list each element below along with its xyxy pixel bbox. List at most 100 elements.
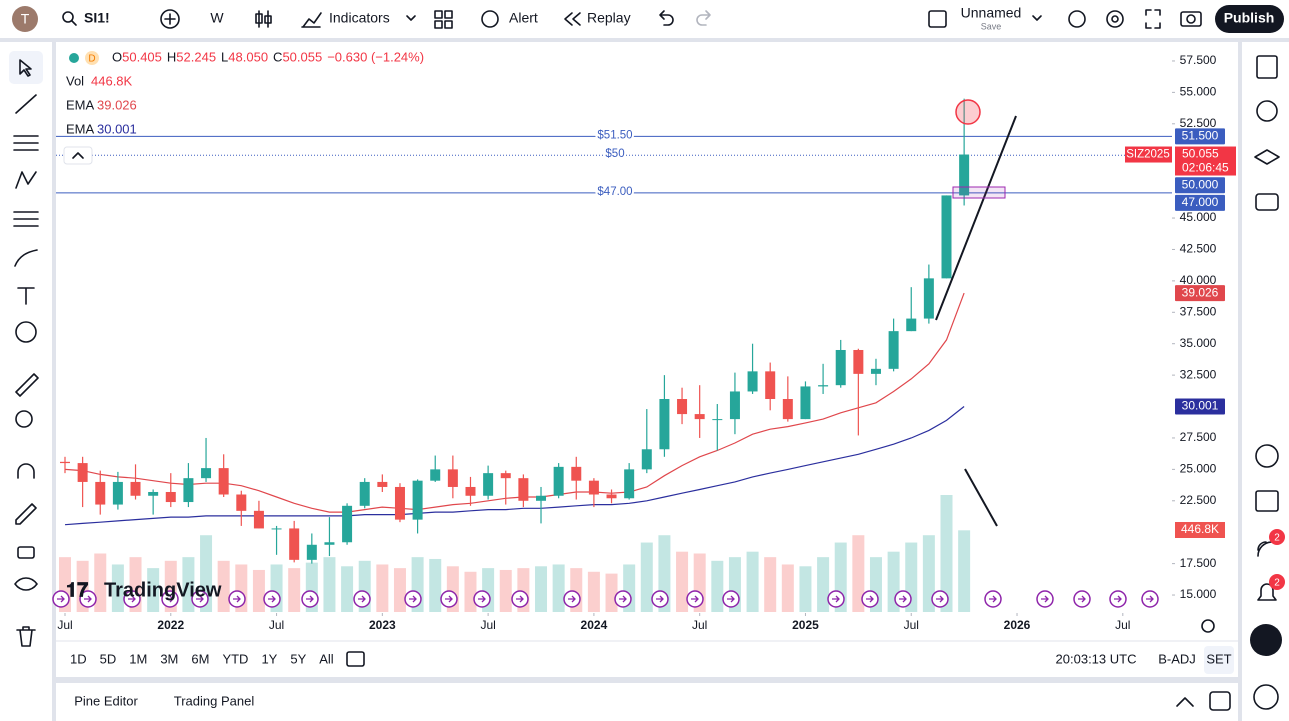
save-status: Save	[981, 21, 1002, 31]
text-tool[interactable]	[17, 287, 35, 305]
chevron[interactable]	[406, 15, 416, 21]
range-button[interactable]: 3M	[160, 651, 178, 666]
volume-bar	[781, 564, 794, 612]
event-icon	[306, 595, 314, 603]
signals-button[interactable]	[1255, 444, 1279, 468]
bottom-tab[interactable]: Trading Panel	[174, 693, 255, 708]
drawn-trendline[interactable]	[964, 468, 998, 527]
legend-ema: EMA	[66, 121, 95, 136]
countdown: 02:06:45	[1182, 161, 1229, 175]
drawn-circle[interactable]	[955, 99, 981, 125]
delete-tool[interactable]	[16, 626, 36, 647]
legend: O 50.405 H 52.245 L 48.050 C 50.055 −0.630 (−1.2…	[66, 49, 424, 136]
layers-button[interactable]	[1254, 149, 1280, 165]
y-tick-label: 25.000	[1180, 462, 1217, 476]
range-button[interactable]: YTD	[222, 651, 248, 666]
indicators-button[interactable]: Indicators	[329, 10, 390, 26]
candle-body	[447, 469, 458, 487]
alerts-button[interactable]	[1256, 100, 1278, 122]
lock-tool[interactable]	[17, 546, 35, 559]
range-button[interactable]: 1Y	[261, 651, 277, 666]
avatar[interactable]	[12, 6, 38, 32]
alert-button[interactable]: Alert	[509, 10, 538, 26]
magnet-tool[interactable]	[17, 463, 35, 479]
interval[interactable]: W	[210, 10, 224, 26]
y-tick-label: 55.000	[1180, 85, 1217, 99]
apps-button[interactable]	[1250, 624, 1282, 656]
candle-body	[500, 473, 511, 479]
snapshot-button[interactable]	[1180, 11, 1202, 27]
event-icon	[478, 595, 486, 603]
fib-tool[interactable]	[13, 135, 39, 151]
layout-name[interactable]: Unnamed	[961, 5, 1022, 21]
session-bg	[1204, 646, 1234, 674]
range-button[interactable]: 1D	[70, 651, 87, 666]
candle-body	[289, 528, 300, 560]
visibility-tool[interactable]	[14, 577, 38, 591]
redo-button[interactable]	[696, 10, 711, 26]
symbol[interactable]: SI1!	[84, 10, 110, 26]
event-icon	[84, 595, 92, 603]
candle-body	[659, 399, 670, 450]
maximize-panel[interactable]	[1209, 691, 1231, 711]
brand-logo: 𝟏𝟕	[66, 579, 88, 601]
drawn-rectangle[interactable]	[952, 186, 1006, 199]
legend-ema-value: 30.001	[97, 121, 137, 136]
candle-body	[906, 318, 917, 332]
axis-settings[interactable]	[1201, 619, 1215, 633]
range-button[interactable]: 5D	[100, 651, 117, 666]
fullscreen-button[interactable]	[1145, 9, 1161, 29]
ohlc-key: H	[167, 49, 176, 64]
collapse-legend[interactable]	[63, 146, 93, 165]
notifications-button[interactable]	[1257, 583, 1277, 601]
ruler-tool[interactable]	[15, 373, 39, 397]
badge-count: 2	[1274, 533, 1280, 544]
calendar-button[interactable]	[1255, 490, 1279, 512]
chat-button[interactable]	[1255, 193, 1279, 211]
watchlist-button[interactable]	[1256, 55, 1278, 79]
adjustment[interactable]: B-ADJ	[1158, 651, 1196, 666]
bottom-tab[interactable]: Pine Editor	[74, 693, 138, 708]
volume-badge: 446.8K	[1181, 522, 1219, 536]
undo-button[interactable]	[659, 10, 674, 26]
lock-draw-tool[interactable]	[15, 503, 37, 525]
horizontal-line-label: $51.50	[597, 129, 632, 141]
change: −0.630 (−1.24%)	[327, 49, 424, 64]
pattern-tool[interactable]	[15, 171, 37, 189]
publish-button[interactable]	[1215, 5, 1284, 33]
layout-icon[interactable]	[434, 10, 443, 19]
range-button[interactable]: 5Y	[290, 651, 306, 666]
zoom-tool[interactable]	[15, 410, 33, 428]
replay-button[interactable]: Replay	[587, 10, 631, 26]
range-button[interactable]: All	[319, 651, 334, 666]
brush-tool[interactable]	[14, 249, 38, 267]
range-button[interactable]: 1M	[129, 651, 147, 666]
legend-ema-value: 39.026	[97, 97, 137, 112]
volume-bar	[640, 542, 653, 612]
trendline-tool[interactable]	[15, 94, 37, 114]
ideas-button[interactable]	[1257, 541, 1273, 557]
goto-date[interactable]	[346, 651, 365, 667]
event-icon	[619, 595, 627, 603]
last-price: 50.055	[1182, 147, 1219, 161]
emoji-tool[interactable]	[15, 321, 37, 343]
session[interactable]: SET	[1206, 651, 1231, 666]
candle-body	[60, 461, 70, 464]
candle-body	[853, 349, 864, 374]
layout-toggle[interactable]	[928, 10, 947, 28]
settings-button[interactable]	[1106, 10, 1124, 28]
candle-body	[729, 391, 740, 420]
compare-button[interactable]	[160, 9, 180, 29]
quick-search[interactable]	[1068, 10, 1086, 28]
cursor-tool[interactable]	[19, 59, 32, 77]
chevron[interactable]	[1032, 15, 1042, 21]
candle-body	[183, 478, 194, 503]
drawn-trendline[interactable]	[935, 115, 1017, 321]
expand-panel[interactable]	[1176, 697, 1194, 707]
event-icon	[233, 595, 241, 603]
range-button[interactable]: 6M	[191, 651, 209, 666]
search-icon[interactable]	[62, 11, 74, 23]
prediction-tool[interactable]	[13, 211, 39, 227]
help-button[interactable]	[1253, 684, 1279, 710]
